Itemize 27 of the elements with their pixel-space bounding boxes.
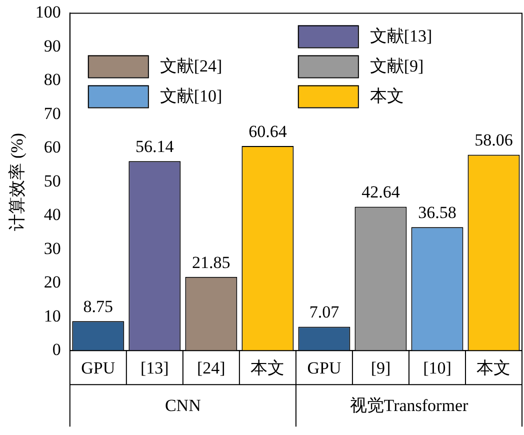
data-label: 21.85 xyxy=(192,252,230,272)
y-tick-label: 30 xyxy=(44,238,61,258)
data-label: 7.07 xyxy=(309,302,340,322)
data-label: 8.75 xyxy=(83,297,114,316)
y-tick-label: 0 xyxy=(52,340,61,360)
data-label: 56.14 xyxy=(136,137,174,156)
text: CNN xyxy=(164,396,201,416)
y-axis-title: 计算效率 (%) xyxy=(8,133,27,231)
data-label: 58.06 xyxy=(474,130,513,150)
data-label: 60.64 xyxy=(248,122,288,141)
y-tick-label: 60 xyxy=(44,138,61,157)
text: 视觉Transformer xyxy=(350,396,468,416)
y-tick-label: 20 xyxy=(44,272,61,292)
legend-label: 文献[24] xyxy=(160,56,222,76)
y-tick-label: 50 xyxy=(44,171,61,190)
y-tick-label: 40 xyxy=(44,205,61,224)
y-tick-label: 10 xyxy=(44,306,61,326)
legend-label: 文献[10] xyxy=(160,86,222,106)
y-tick-label: 80 xyxy=(44,70,61,90)
y-tick-label: 90 xyxy=(44,36,61,56)
legend-label: 文献[9] xyxy=(370,56,424,76)
data-label: 42.64 xyxy=(362,182,400,202)
data-label: 36.58 xyxy=(418,203,456,222)
legend-label: 本文 xyxy=(370,86,404,106)
y-tick-label: 70 xyxy=(44,104,61,123)
legend-label: 文献[13] xyxy=(370,26,432,46)
y-tick-label: 100 xyxy=(35,2,61,22)
